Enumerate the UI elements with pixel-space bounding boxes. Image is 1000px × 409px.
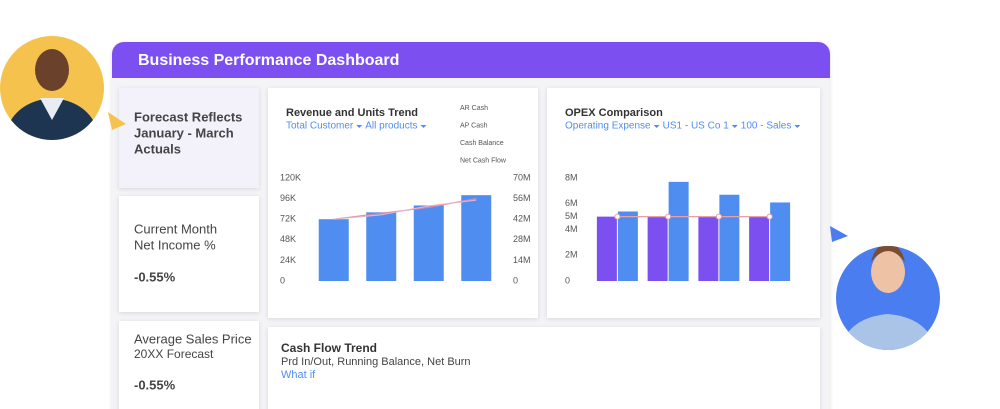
dropdown-caret — [794, 125, 801, 128]
filter-dropdown[interactable]: All products — [365, 121, 417, 132]
cash-flow-title: Cash Flow Trend — [281, 341, 377, 355]
what-if-link[interactable]: What if — [281, 369, 316, 381]
dropdown-caret — [653, 125, 660, 128]
chart-title: OPEX Comparison — [565, 107, 663, 119]
card — [119, 321, 259, 409]
line-point — [766, 213, 773, 220]
card-text: Net Income % — [134, 237, 216, 252]
chart-card — [268, 88, 538, 318]
legend-entry: Net Cash Flow — [460, 157, 507, 164]
bar — [318, 219, 349, 281]
y-tick-label: 72K — [280, 214, 296, 224]
header-bar — [112, 42, 830, 78]
y2-tick-label: 70M — [513, 172, 531, 182]
avatar-left — [0, 36, 126, 140]
line-series — [333, 199, 477, 220]
card-text: January - March — [134, 125, 234, 140]
legend-entry: Cash Balance — [460, 140, 504, 147]
header-title: Business Performance Dashboard — [138, 52, 399, 69]
bar — [770, 202, 791, 281]
line-point — [665, 213, 672, 220]
dropdown-caret — [420, 125, 427, 128]
cash-flow-subtitle: Prd In/Out, Running Balance, Net Burn — [281, 356, 471, 368]
y-tick-label: 96K — [280, 193, 296, 203]
card — [119, 196, 259, 312]
y-tick-label: 0 — [280, 275, 285, 285]
dropdown-caret — [731, 125, 738, 128]
bar — [596, 216, 617, 281]
bar — [366, 212, 397, 281]
card-value: -0.55% — [134, 377, 176, 392]
card-text: Current Month — [134, 221, 217, 236]
bar — [719, 194, 740, 281]
y-tick-label: 48K — [280, 234, 296, 244]
bar — [668, 181, 689, 281]
card-text: Forecast Reflects — [134, 109, 242, 124]
y2-tick-label: 28M — [513, 234, 531, 244]
chart-title: Revenue and Units Trend — [286, 107, 418, 119]
y2-tick-label: 14M — [513, 255, 531, 265]
y-tick-label: 2M — [565, 250, 578, 260]
filter-dropdown[interactable]: Total Customer — [286, 121, 354, 132]
y-tick-label: 24K — [280, 255, 296, 265]
y2-tick-label: 0 — [513, 275, 518, 285]
filter-dropdown[interactable]: 100 - Sales — [741, 121, 792, 132]
card — [119, 88, 259, 188]
filter-dropdown[interactable]: US1 - US Co 1 — [663, 121, 730, 132]
y2-tick-label: 42M — [513, 214, 531, 224]
y-tick-label: 4M — [565, 224, 578, 234]
dropdown-caret — [356, 125, 363, 128]
legend-entry: AP Cash — [460, 122, 488, 129]
card-value: -0.55% — [134, 269, 176, 284]
bar — [413, 205, 444, 281]
bar — [647, 216, 668, 281]
y-tick-label: 120K — [280, 172, 301, 182]
avatar-right — [830, 226, 940, 350]
bar — [617, 211, 638, 281]
y-tick-label: 6M — [565, 198, 578, 208]
line-point — [614, 213, 621, 220]
bar — [749, 216, 770, 281]
chart-card — [268, 327, 820, 409]
bar — [461, 195, 492, 281]
legend-entry: AR Cash — [460, 105, 488, 112]
card-text: Actuals — [134, 141, 181, 156]
y-tick-label: 0 — [565, 275, 570, 285]
y2-tick-label: 56M — [513, 193, 531, 203]
line-point — [715, 213, 722, 220]
filter-dropdown[interactable]: Operating Expense — [565, 121, 651, 132]
card-text: Average Sales Price — [134, 331, 252, 346]
y-tick-label: 5M — [565, 211, 578, 221]
card-text: 20XX Forecast — [134, 347, 214, 361]
y-tick-label: 8M — [565, 172, 578, 182]
bar — [698, 216, 719, 281]
